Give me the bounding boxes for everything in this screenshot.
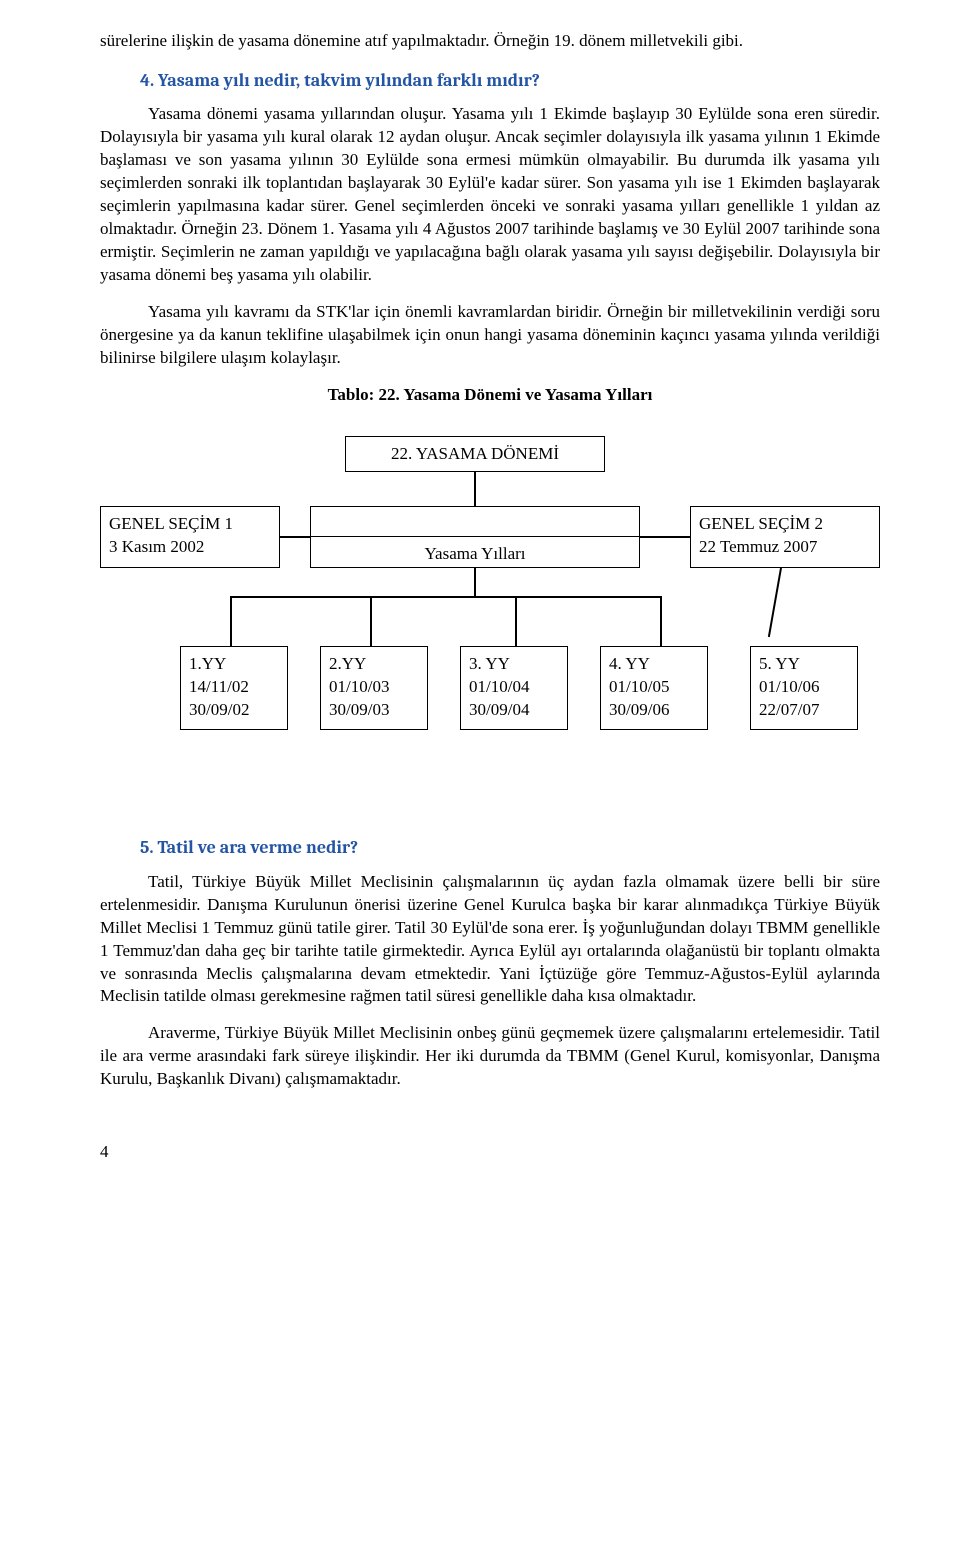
question-4-heading: 4. Yasama yılı nedir, takvim yılından fa…: [140, 69, 880, 93]
diagram-drop-5: [768, 568, 782, 637]
yy1-l2: 14/11/02: [189, 676, 279, 699]
yy5-l2: 01/10/06: [759, 676, 849, 699]
diagram-top-label: 22. YASAMA DÖNEMİ: [391, 444, 559, 463]
diagram-drop-2: [370, 596, 372, 646]
yy4-l2: 01/10/05: [609, 676, 699, 699]
diagram-connector-right: [640, 536, 690, 538]
diagram-mid-box: Yasama Yılları: [310, 536, 640, 568]
page-number: 4: [100, 1141, 880, 1164]
yy2-l3: 30/09/03: [329, 699, 419, 722]
diagram-bus: [230, 596, 660, 598]
yy4-l1: 4. YY: [609, 653, 699, 676]
diagram-right-box: GENEL SEÇİM 2 22 Temmuz 2007: [690, 506, 880, 568]
diagram-drop-4: [660, 596, 662, 646]
diagram-yy5-box: 5. YY 01/10/06 22/07/07: [750, 646, 858, 730]
yy1-l1: 1.YY: [189, 653, 279, 676]
intro-paragraph: sürelerine ilişkin de yasama dönemine at…: [100, 30, 880, 53]
diagram-left-line2: 3 Kasım 2002: [109, 536, 271, 559]
q5-paragraph-1: Tatil, Türkiye Büyük Millet Meclisinin ç…: [100, 871, 880, 1009]
yy3-l1: 3. YY: [469, 653, 559, 676]
question-5-heading: 5. Tatil ve ara verme nedir?: [140, 836, 880, 860]
yasama-donemi-diagram: 22. YASAMA DÖNEMİ GENEL SEÇİM 1 3 Kasım …: [100, 436, 880, 796]
table-22-title: Tablo: 22. Yasama Dönemi ve Yasama Yılla…: [100, 384, 880, 407]
q5-paragraph-2: Araverme, Türkiye Büyük Millet Meclisini…: [100, 1022, 880, 1091]
yy3-l3: 30/09/04: [469, 699, 559, 722]
diagram-yy1-box: 1.YY 14/11/02 30/09/02: [180, 646, 288, 730]
yy5-l3: 22/07/07: [759, 699, 849, 722]
q4-paragraph-2: Yasama yılı kavramı da STK'lar için önem…: [100, 301, 880, 370]
yy1-l3: 30/09/02: [189, 699, 279, 722]
yy2-l2: 01/10/03: [329, 676, 419, 699]
diagram-drop-3: [515, 596, 517, 646]
yy2-l1: 2.YY: [329, 653, 419, 676]
diagram-connector-top: [474, 472, 476, 506]
diagram-bus-drop: [474, 568, 476, 596]
diagram-mid-upper: [310, 506, 640, 538]
diagram-yy2-box: 2.YY 01/10/03 30/09/03: [320, 646, 428, 730]
diagram-yy3-box: 3. YY 01/10/04 30/09/04: [460, 646, 568, 730]
diagram-mid-label: Yasama Yılları: [424, 544, 525, 563]
yy5-l1: 5. YY: [759, 653, 849, 676]
diagram-top-box: 22. YASAMA DÖNEMİ: [345, 436, 605, 472]
diagram-left-box: GENEL SEÇİM 1 3 Kasım 2002: [100, 506, 280, 568]
diagram-left-line1: GENEL SEÇİM 1: [109, 513, 271, 536]
diagram-right-line2: 22 Temmuz 2007: [699, 536, 871, 559]
diagram-yy4-box: 4. YY 01/10/05 30/09/06: [600, 646, 708, 730]
diagram-drop-1: [230, 596, 232, 646]
yy4-l3: 30/09/06: [609, 699, 699, 722]
diagram-right-line1: GENEL SEÇİM 2: [699, 513, 871, 536]
diagram-connector-left: [280, 536, 310, 538]
yy3-l2: 01/10/04: [469, 676, 559, 699]
q4-paragraph-1: Yasama dönemi yasama yıllarından oluşur.…: [100, 103, 880, 287]
